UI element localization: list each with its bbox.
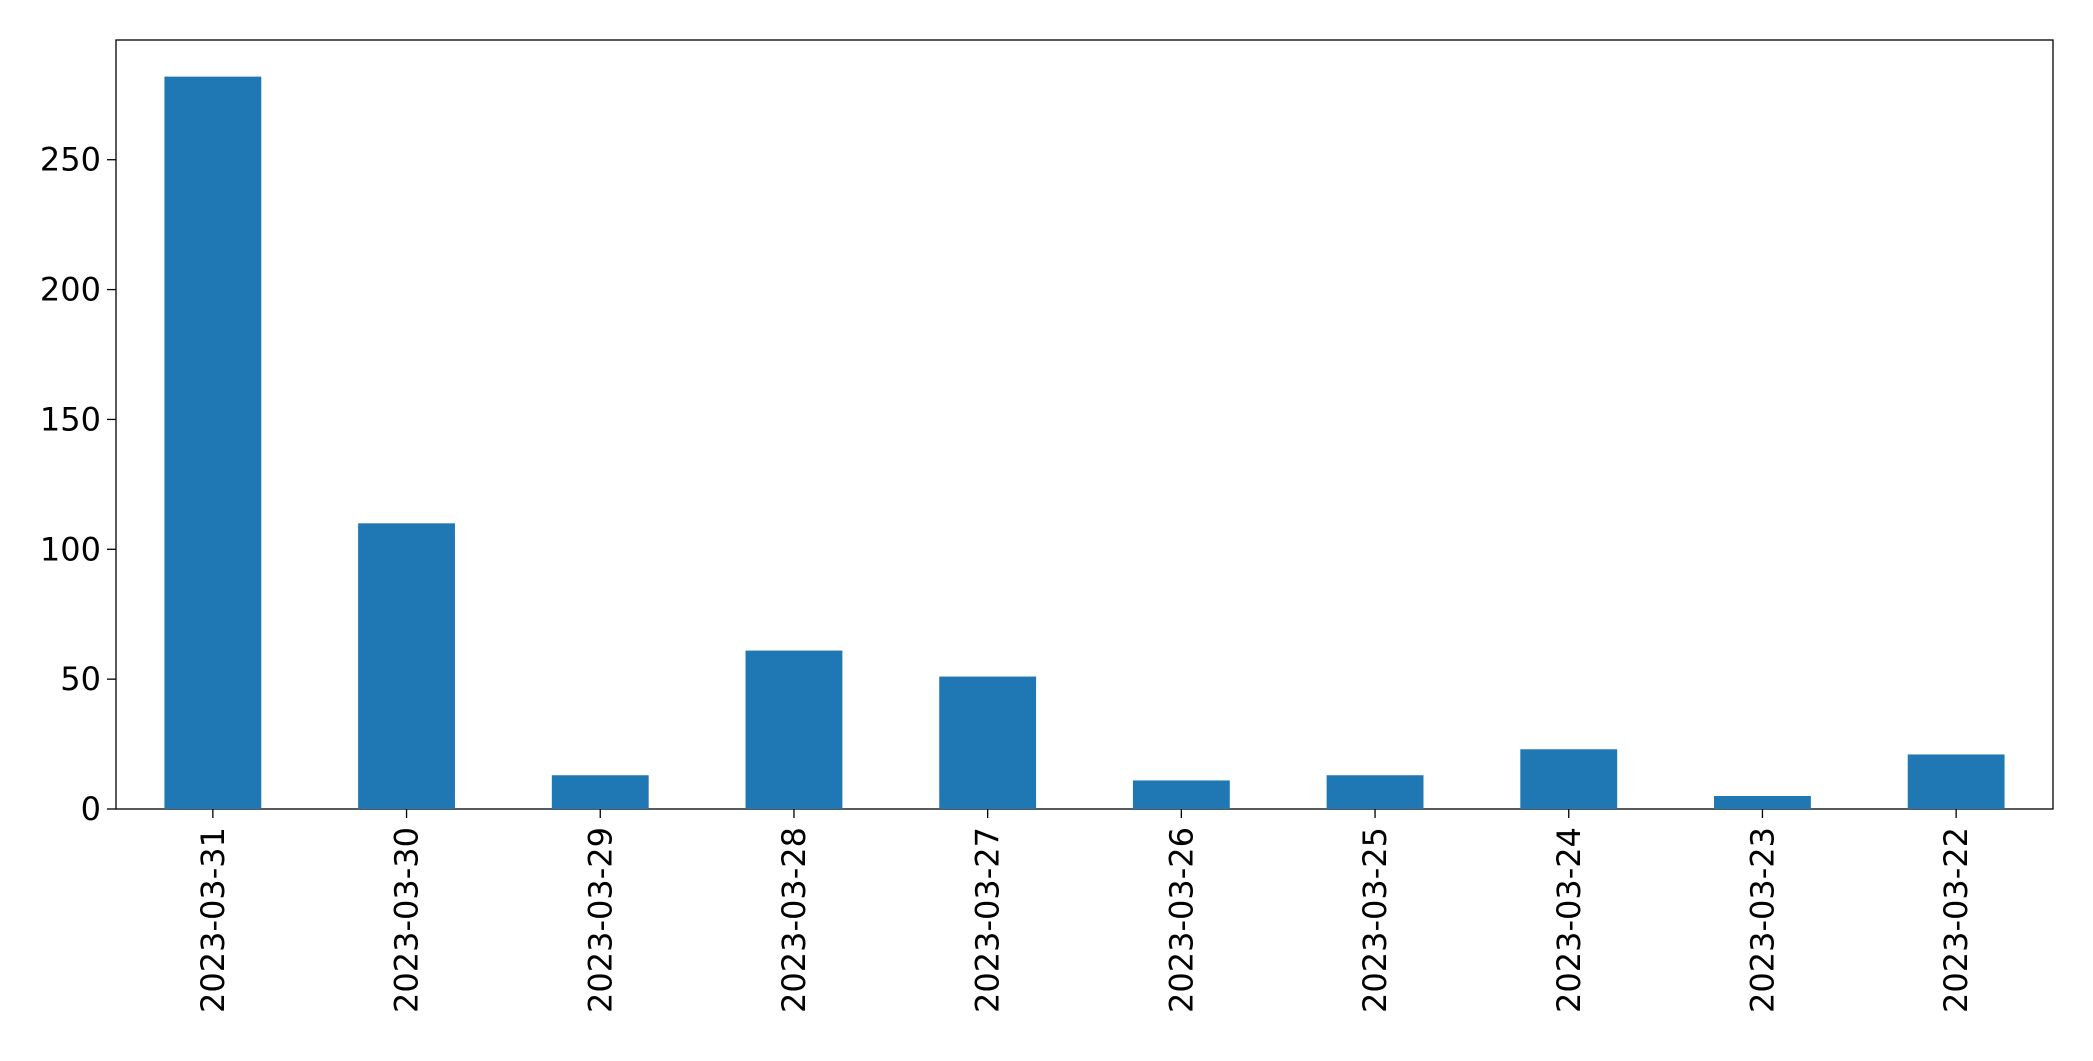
bar: [1326, 775, 1424, 809]
x-tick-label: 2023-03-30: [388, 827, 426, 1013]
bar: [745, 650, 843, 809]
bar: [1132, 780, 1230, 809]
y-tick-label: 0: [81, 790, 101, 828]
bar: [1907, 754, 2005, 809]
x-tick-label: 2023-03-24: [1550, 827, 1588, 1013]
y-tick-label: 150: [40, 400, 101, 438]
y-tick-label: 100: [40, 530, 101, 568]
x-tick-label: 2023-03-26: [1162, 827, 1200, 1013]
bar: [1714, 796, 1811, 809]
x-tick-label: 2023-03-28: [775, 827, 813, 1013]
y-tick-label: 200: [40, 271, 101, 309]
bar: [551, 775, 649, 809]
bar: [1520, 749, 1618, 809]
axes-frame: [115, 39, 2054, 810]
bar: [164, 76, 262, 810]
x-tick-label: 2023-03-29: [581, 827, 619, 1013]
x-tick-label: 2023-03-27: [969, 827, 1007, 1013]
bar: [358, 523, 455, 809]
x-tick-label: 2023-03-22: [1937, 827, 1975, 1013]
y-tick-label: 50: [60, 660, 101, 698]
y-tick-label: 250: [40, 141, 101, 179]
bar: [939, 676, 1037, 809]
x-tick-label: 2023-03-23: [1743, 827, 1781, 1013]
x-tick-label: 2023-03-25: [1356, 827, 1394, 1013]
x-tick-label: 2023-03-31: [194, 827, 232, 1013]
